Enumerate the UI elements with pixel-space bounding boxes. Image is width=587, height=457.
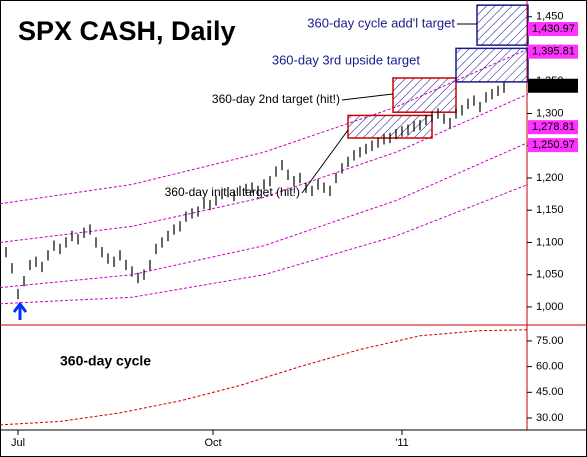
y-tick-label: 1,200 <box>536 172 564 184</box>
price-label: 1,250.97 <box>532 139 575 151</box>
panel-label: 360-day cycle <box>60 353 151 369</box>
x-tick-label: Jul <box>11 437 25 449</box>
y-tick-label: 1,150 <box>536 204 564 216</box>
price-label-bg <box>528 22 578 37</box>
target-label: 360-day 3rd upside target <box>272 52 421 67</box>
y2-tick-label: 60.00 <box>536 361 564 373</box>
price-label-bg <box>528 78 578 93</box>
y-tick-label: 1,300 <box>536 107 564 119</box>
price-label-bg <box>528 44 578 59</box>
price-label: 1,278.81 <box>532 121 575 133</box>
target-box <box>455 47 529 83</box>
cycle-line <box>0 329 529 426</box>
price-label-bg <box>528 120 578 135</box>
price-label-bg <box>528 138 578 153</box>
target-box <box>476 4 529 46</box>
y-tick-label: 1,050 <box>536 269 564 281</box>
price-label: 1,430.97 <box>532 23 575 35</box>
y-tick-label: 1,450 <box>536 11 564 23</box>
target-label: 360-day cycle add'l target <box>307 15 455 30</box>
y-tick-label: 1,100 <box>536 236 564 248</box>
target-box <box>392 77 457 113</box>
channel-band <box>0 142 529 289</box>
price-label: 1,343.01 <box>532 80 575 92</box>
low-arrow <box>12 301 28 320</box>
channel-band <box>0 93 529 243</box>
leader-line <box>341 93 394 101</box>
leader-line <box>301 129 349 194</box>
price-label: 1,395.81 <box>532 46 575 58</box>
channel-band <box>0 183 529 305</box>
x-tick-label: '11 <box>395 437 409 449</box>
chart-title: SPX CASH, Daily <box>18 16 236 46</box>
target-label: 360-day 2nd target (hit!) <box>212 92 340 106</box>
y2-tick-label: 75.00 <box>536 335 564 347</box>
y2-tick-label: 30.00 <box>536 412 564 424</box>
x-tick-label: Oct <box>204 437 221 449</box>
y2-tick-label: 45.00 <box>536 386 564 398</box>
target-label: 360-day initial target (hit!) <box>165 185 300 199</box>
y-tick-label: 1,000 <box>536 301 564 313</box>
